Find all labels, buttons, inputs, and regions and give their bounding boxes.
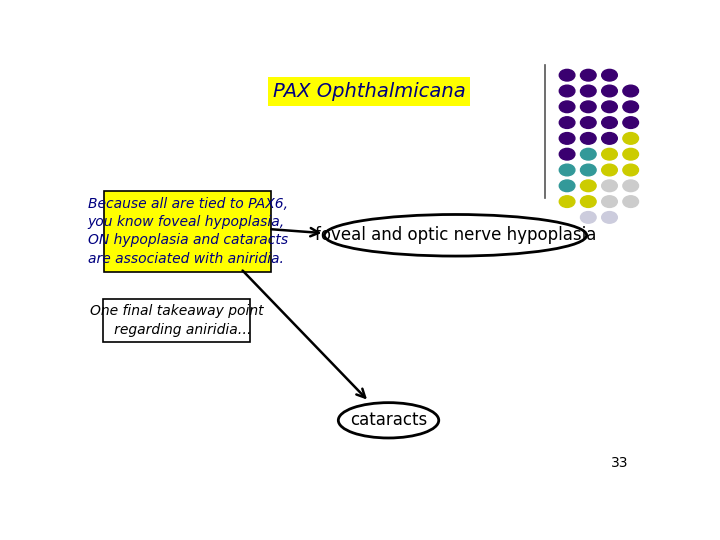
Circle shape — [623, 117, 639, 129]
Circle shape — [580, 148, 596, 160]
Circle shape — [559, 69, 575, 81]
Circle shape — [559, 180, 575, 192]
Circle shape — [559, 196, 575, 207]
Circle shape — [602, 133, 617, 144]
Circle shape — [580, 101, 596, 113]
Circle shape — [559, 101, 575, 113]
Circle shape — [559, 85, 575, 97]
Circle shape — [623, 180, 639, 192]
Circle shape — [559, 117, 575, 129]
Circle shape — [623, 164, 639, 176]
Circle shape — [602, 164, 617, 176]
Circle shape — [623, 133, 639, 144]
Text: 33: 33 — [611, 456, 629, 470]
Circle shape — [580, 69, 596, 81]
Circle shape — [623, 196, 639, 207]
Circle shape — [559, 148, 575, 160]
Ellipse shape — [338, 403, 438, 438]
Circle shape — [602, 196, 617, 207]
Circle shape — [623, 85, 639, 97]
Ellipse shape — [324, 214, 587, 256]
Circle shape — [602, 180, 617, 192]
Circle shape — [602, 212, 617, 223]
Circle shape — [580, 117, 596, 129]
Circle shape — [580, 180, 596, 192]
Circle shape — [580, 164, 596, 176]
FancyBboxPatch shape — [104, 191, 271, 272]
Circle shape — [580, 212, 596, 223]
Circle shape — [623, 101, 639, 113]
Circle shape — [580, 85, 596, 97]
Text: PAX Ophthalmicana: PAX Ophthalmicana — [273, 82, 465, 102]
Text: cataracts: cataracts — [350, 411, 427, 429]
Circle shape — [602, 85, 617, 97]
Circle shape — [559, 133, 575, 144]
Circle shape — [602, 148, 617, 160]
FancyBboxPatch shape — [102, 299, 251, 342]
Circle shape — [602, 101, 617, 113]
Text: foveal and optic nerve hypoplasia: foveal and optic nerve hypoplasia — [315, 226, 596, 244]
Circle shape — [559, 164, 575, 176]
Text: Because all are tied to PAX6,
you know foveal hypoplasia,
ON hypoplasia and cata: Because all are tied to PAX6, you know f… — [88, 197, 288, 266]
Circle shape — [602, 117, 617, 129]
Circle shape — [602, 69, 617, 81]
Circle shape — [580, 196, 596, 207]
Circle shape — [623, 148, 639, 160]
Circle shape — [580, 133, 596, 144]
Text: One final takeaway point
   regarding aniridia…: One final takeaway point regarding aniri… — [90, 305, 264, 337]
